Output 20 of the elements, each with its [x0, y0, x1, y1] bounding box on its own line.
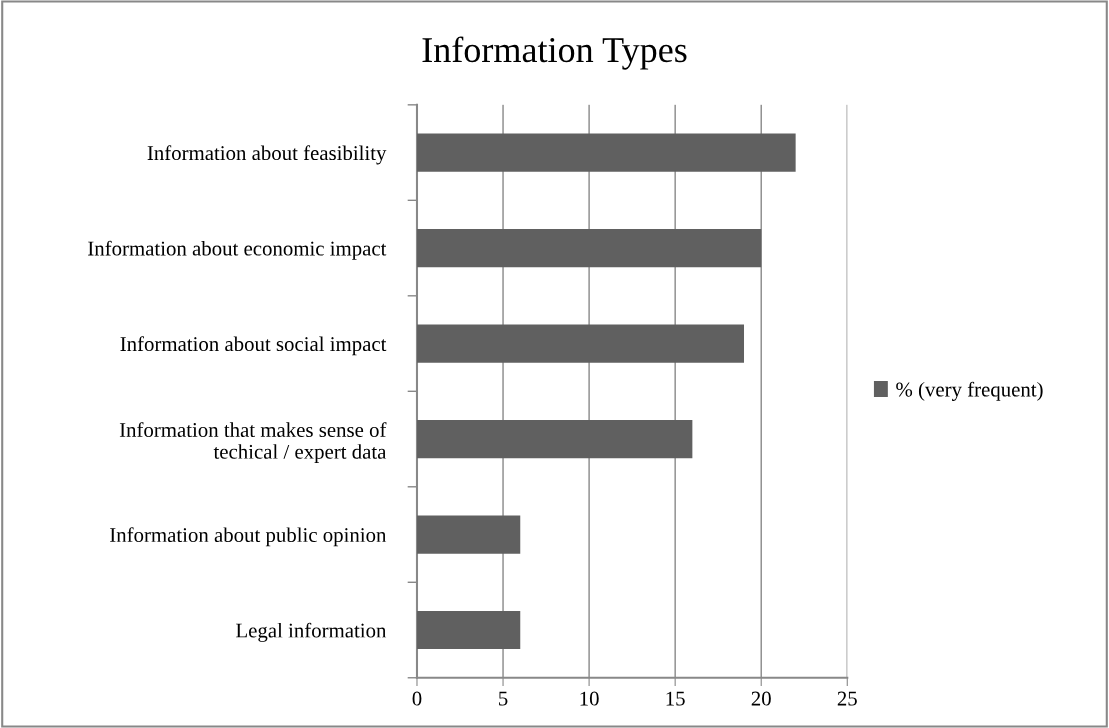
- bar: [416, 515, 521, 554]
- x-tick-label: 15: [666, 691, 685, 706]
- bar: [416, 228, 762, 268]
- y-tick-label: Information about feasibility: [147, 145, 387, 165]
- y-tick-label: Information about social impact: [120, 336, 387, 356]
- bar: [416, 133, 796, 172]
- x-tick-label: 5: [499, 691, 508, 706]
- bar: [416, 419, 693, 459]
- y-tick-label: Information that makes sense of techical / expert data: [119, 422, 387, 464]
- bar: [416, 324, 745, 363]
- y-tick-label: Information about public opinion: [110, 527, 387, 547]
- x-tick-label: 0: [412, 691, 422, 706]
- chart-title: Information Types: [422, 36, 687, 70]
- bar: [416, 610, 521, 650]
- x-tick-label: 20: [751, 691, 771, 706]
- legend-label: % (very frequent): [896, 381, 1043, 401]
- y-tick-label: Information about economic impact: [88, 240, 387, 260]
- y-tick-label: Legal information: [236, 622, 387, 642]
- x-tick-label: 25: [837, 691, 857, 706]
- x-tick-label: 10: [580, 691, 599, 706]
